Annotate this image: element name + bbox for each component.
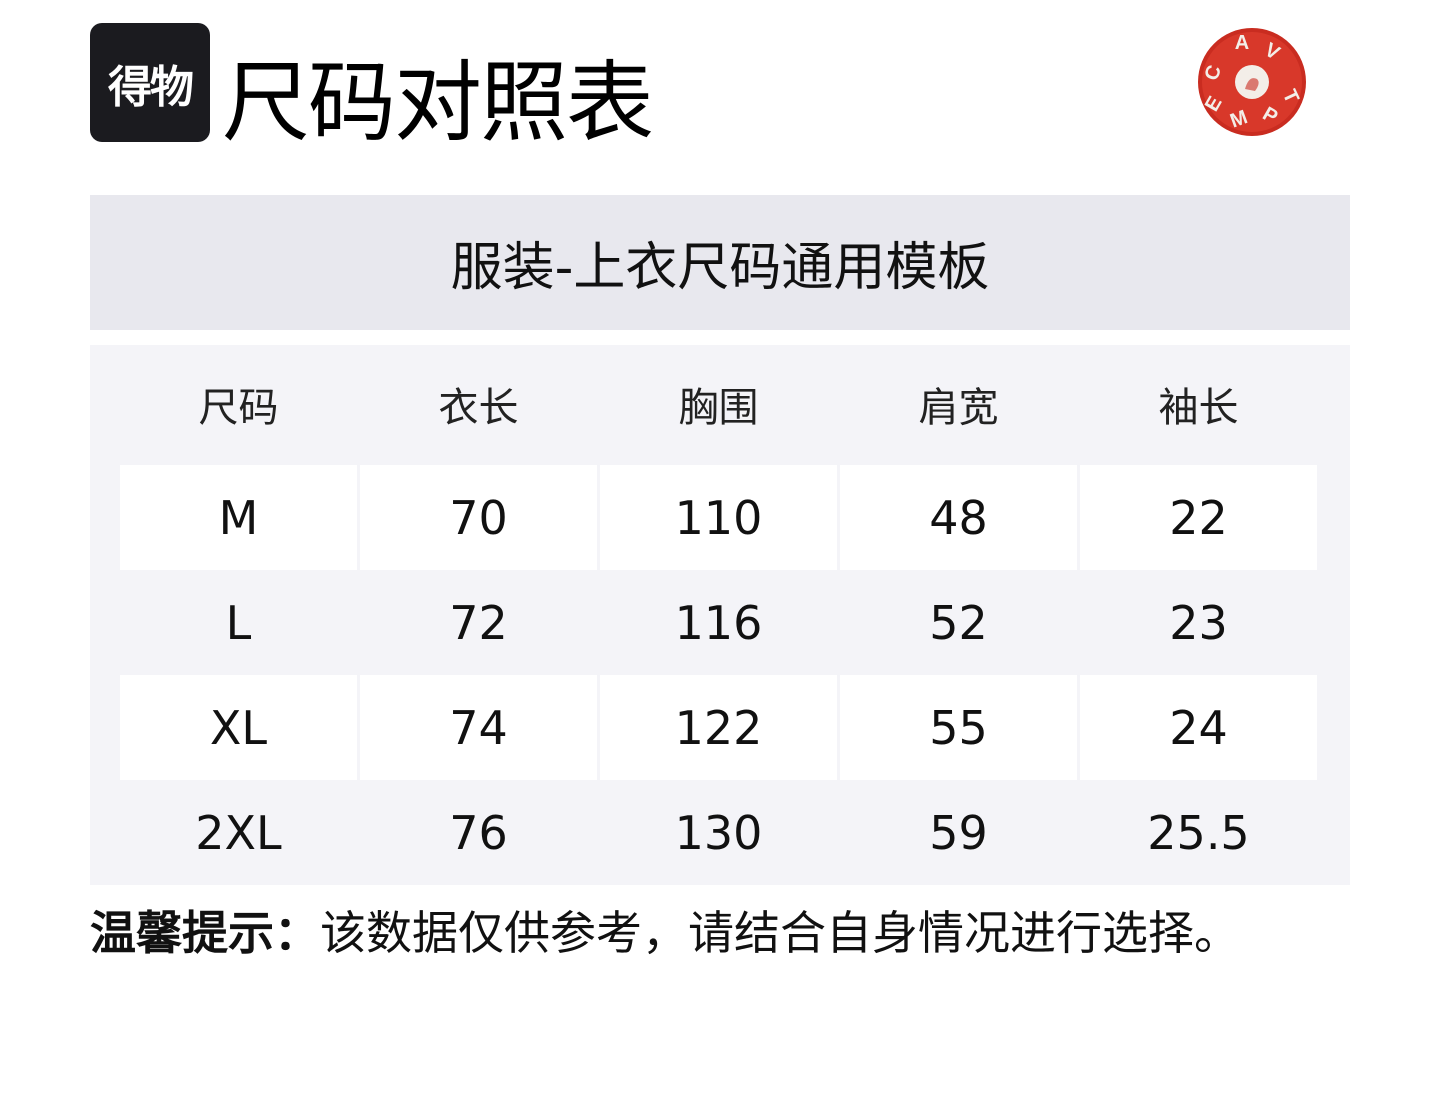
page-title: 尺码对照表 bbox=[222, 51, 654, 154]
measurement-cell: 55 bbox=[840, 675, 1077, 780]
measurement-cell: 110 bbox=[600, 465, 837, 570]
brand-badge-logo: C A V E M P T bbox=[1198, 28, 1306, 136]
brand-logo: 得物 bbox=[90, 23, 210, 142]
measurement-cell: 122 bbox=[600, 675, 837, 780]
tip-note: 温馨提示：该数据仅供参考，请结合自身情况进行选择。 bbox=[90, 903, 1240, 963]
size-table: 尺码 衣长 胸围 肩宽 袖长 M 70 110 48 22 L 72 116 52 23 XL 74 122 55 2… bbox=[90, 345, 1350, 885]
logo-text: 得物 bbox=[108, 61, 194, 113]
column-header: 衣长 bbox=[438, 385, 519, 431]
measurement-cell: 23 bbox=[1169, 595, 1228, 650]
measurement-cell: 70 bbox=[360, 465, 597, 570]
size-cell: 2XL bbox=[195, 805, 282, 860]
measurement-cell: 22 bbox=[1080, 465, 1317, 570]
measurement-cell: 59 bbox=[929, 805, 988, 860]
size-cell: XL bbox=[120, 675, 357, 780]
svg-text:C: C bbox=[1201, 62, 1227, 83]
svg-text:A: A bbox=[1235, 32, 1249, 54]
column-header: 袖长 bbox=[1158, 385, 1239, 431]
column-header: 尺码 bbox=[198, 385, 279, 431]
size-cell: L bbox=[225, 595, 252, 650]
tip-label: 温馨提示： bbox=[90, 906, 320, 960]
size-cell: M bbox=[120, 465, 357, 570]
measurement-cell: 76 bbox=[449, 805, 508, 860]
measurement-cell: 72 bbox=[449, 595, 508, 650]
svg-text:M: M bbox=[1227, 106, 1250, 132]
measurement-cell: 25.5 bbox=[1147, 805, 1250, 860]
column-header: 肩宽 bbox=[918, 385, 999, 431]
template-banner: 服装-上衣尺码通用模板 bbox=[90, 195, 1350, 330]
measurement-cell: 116 bbox=[674, 595, 763, 650]
measurement-cell: 130 bbox=[674, 805, 763, 860]
measurement-cell: 52 bbox=[929, 595, 988, 650]
measurement-cell: 74 bbox=[360, 675, 597, 780]
column-header: 胸围 bbox=[678, 385, 759, 431]
tip-text: 该数据仅供参考，请结合自身情况进行选择。 bbox=[320, 906, 1240, 960]
measurement-cell: 24 bbox=[1080, 675, 1317, 780]
measurement-cell: 48 bbox=[840, 465, 1077, 570]
